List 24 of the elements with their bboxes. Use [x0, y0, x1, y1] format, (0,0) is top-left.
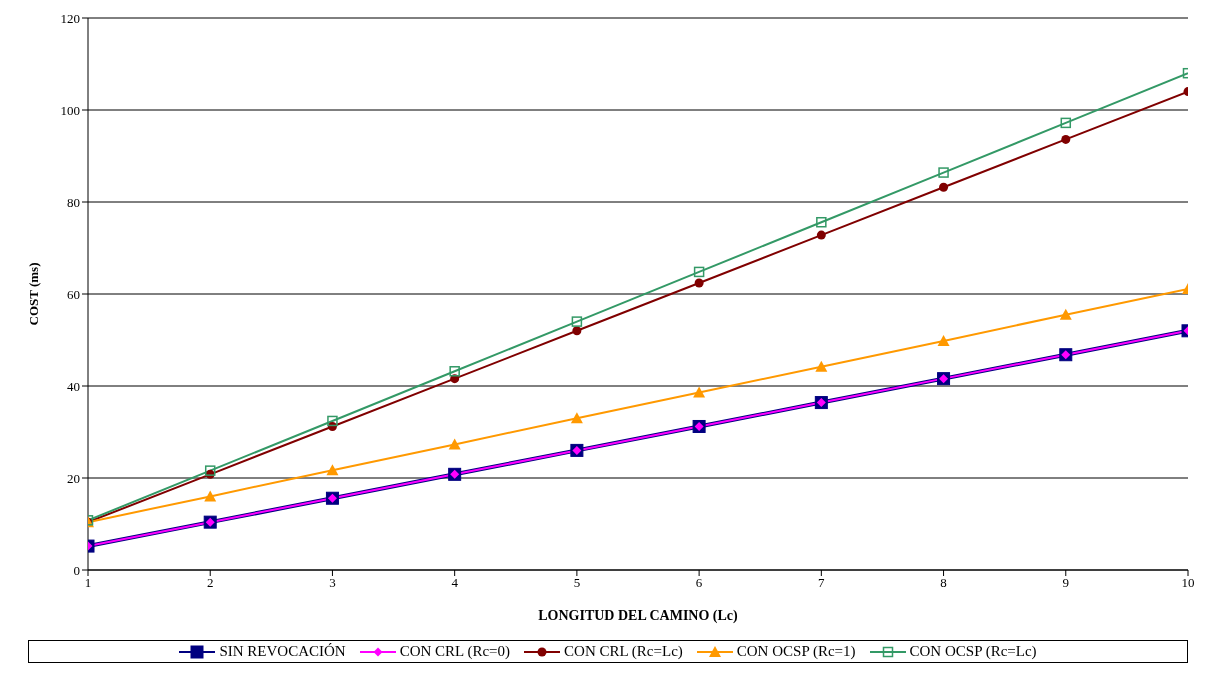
y-tick-label: 20 — [67, 470, 80, 486]
x-tick-label: 2 — [206, 575, 214, 591]
x-tick-label: 10 — [1181, 575, 1195, 591]
y-tick-label: 60 — [67, 286, 80, 302]
y-tick-label: 40 — [67, 378, 80, 394]
y-tick-label: 80 — [67, 194, 80, 210]
x-tick-label: 4 — [451, 575, 459, 591]
y-axis-title: COST (ms) — [25, 262, 41, 326]
x-tick-label: 5 — [573, 575, 581, 591]
legend-label: SIN REVOCACIÓN — [219, 643, 346, 660]
legend-label: CON OCSP (Rc=Lc) — [909, 643, 1037, 660]
x-tick-label: 3 — [329, 575, 336, 591]
legend-label: CON OCSP (Rc=1) — [736, 643, 856, 660]
x-tick-label: 7 — [818, 575, 826, 591]
legend-label: CON CRL (Rc=Lc) — [564, 643, 683, 660]
x-axis-title: LONGITUD DEL CAMINO (Lc) — [538, 608, 739, 624]
x-tick-label: 8 — [940, 575, 947, 591]
x-tick-label: 9 — [1062, 575, 1070, 591]
y-tick-label: 0 — [73, 562, 80, 578]
x-tick-label: 6 — [695, 575, 703, 591]
y-tick-label: 120 — [60, 10, 80, 26]
x-tick-label: 1 — [84, 575, 92, 591]
legend-label: CON CRL (Rc=0) — [399, 643, 511, 660]
y-tick-label: 100 — [60, 102, 80, 118]
